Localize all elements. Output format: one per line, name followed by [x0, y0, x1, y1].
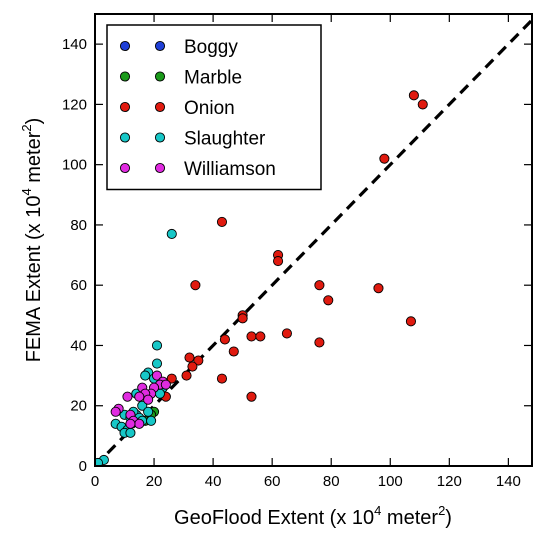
data-point-onion — [246, 391, 257, 402]
data-point-onion — [408, 90, 419, 101]
y-tick-label: 60 — [70, 277, 87, 294]
x-axis-title-sup: 2 — [438, 503, 445, 518]
data-point-onion — [417, 99, 428, 110]
data-point-slaughter — [151, 358, 163, 369]
legend-marker-onion — [119, 101, 131, 113]
x-axis-title-sup: 4 — [374, 503, 381, 518]
data-point-onion — [193, 355, 204, 366]
legend-marker-williamson — [154, 162, 166, 174]
data-point-slaughter — [140, 370, 151, 381]
data-points-layer — [95, 90, 428, 466]
data-point-slaughter — [95, 457, 104, 466]
data-point-onion — [314, 337, 325, 348]
x-tick-label: 40 — [205, 473, 222, 490]
data-point-onion — [255, 331, 266, 342]
legend-label-onion: Onion — [184, 98, 235, 119]
x-axis-title-part: GeoFlood Extent (x 10 — [174, 507, 374, 529]
legend: Boggy Marble Onion Slaughter Williamson — [106, 24, 322, 191]
data-point-onion — [405, 316, 416, 327]
x-tick-label: 0 — [91, 473, 99, 490]
y-tick-label: 80 — [70, 217, 87, 234]
y-axis-title-sup: 2 — [19, 124, 34, 131]
y-axis-title-sup: 4 — [19, 188, 34, 195]
legend-marker-boggy — [119, 40, 131, 52]
data-point-slaughter — [143, 406, 154, 417]
data-point-onion — [323, 295, 334, 306]
y-tick-label: 0 — [79, 458, 87, 475]
legend-marker-slaughter — [154, 132, 166, 143]
legend-box — [106, 24, 322, 191]
plot-frame — [94, 13, 533, 467]
legend-label-williamson: Williamson — [184, 159, 276, 180]
reference-line — [95, 18, 532, 466]
data-point-onion — [379, 153, 390, 164]
data-point-onion — [219, 334, 230, 345]
x-tick-label: 20 — [146, 473, 163, 490]
data-point-onion — [314, 280, 325, 291]
data-point-williamson — [143, 394, 154, 405]
legend-label-marble: Marble — [184, 68, 242, 89]
y-tick-label: 40 — [70, 337, 87, 354]
data-point-onion — [187, 361, 198, 372]
legend-label-slaughter: Slaughter — [184, 129, 266, 150]
legend-marker-williamson — [119, 162, 131, 174]
data-point-onion — [216, 216, 228, 227]
legend-marker-slaughter — [119, 132, 131, 143]
data-point-onion — [166, 373, 177, 384]
legend-marker-onion — [154, 101, 166, 113]
legend-label-boggy: Boggy — [184, 37, 238, 58]
data-point-onion — [246, 331, 257, 342]
data-point-slaughter — [137, 400, 148, 411]
data-point-onion — [373, 283, 384, 294]
data-point-onion — [216, 373, 228, 384]
data-point-slaughter — [166, 228, 177, 240]
x-tick-label: 140 — [496, 473, 521, 490]
x-axis-title-part: meter — [381, 507, 438, 529]
data-point-slaughter — [146, 415, 157, 426]
y-tick-label: 140 — [62, 36, 87, 53]
data-point-williamson — [134, 391, 145, 402]
x-tick-label: 60 — [264, 473, 281, 490]
legend-marker-boggy — [154, 40, 166, 52]
data-point-williamson — [151, 370, 163, 381]
x-tick-label: 100 — [378, 473, 403, 490]
axis-ticks-layer — [94, 14, 532, 467]
legend-marker-marble — [119, 71, 131, 82]
x-axis-title: GeoFlood Extent (x 104 meter2) — [174, 503, 452, 529]
data-point-onion — [181, 370, 192, 381]
data-point-slaughter — [151, 340, 163, 351]
data-point-williamson — [134, 418, 145, 429]
data-point-williamson — [122, 391, 133, 402]
data-point-onion — [184, 352, 195, 363]
data-point-williamson — [125, 418, 136, 429]
x-tick-label: 80 — [323, 473, 340, 490]
y-axis-title-part: ) — [23, 118, 45, 125]
data-point-williamson — [110, 406, 121, 417]
data-point-williamson — [160, 379, 171, 390]
y-tick-label: 100 — [62, 157, 87, 174]
x-tick-label: 120 — [437, 473, 462, 490]
reference-line-layer — [95, 18, 532, 466]
y-axis-title: FEMA Extent (x 104 meter2) — [19, 118, 45, 363]
y-axis-title-part: meter — [23, 131, 45, 188]
y-tick-label: 20 — [70, 398, 87, 415]
legend-marker-marble — [154, 71, 166, 82]
data-point-onion — [190, 280, 201, 291]
data-point-onion — [228, 346, 239, 357]
data-point-onion — [273, 256, 284, 267]
data-point-slaughter — [125, 427, 136, 438]
data-point-onion — [237, 313, 248, 324]
tick-labels-layer: 0 20 40 60 80 100 120 140 0 20 40 60 80 100 120 140 — [62, 36, 521, 490]
x-axis-title-part: ) — [445, 507, 452, 529]
y-axis-title-part: FEMA Extent (x 10 — [23, 196, 45, 363]
y-tick-label: 120 — [62, 96, 87, 113]
data-point-onion — [281, 328, 292, 339]
